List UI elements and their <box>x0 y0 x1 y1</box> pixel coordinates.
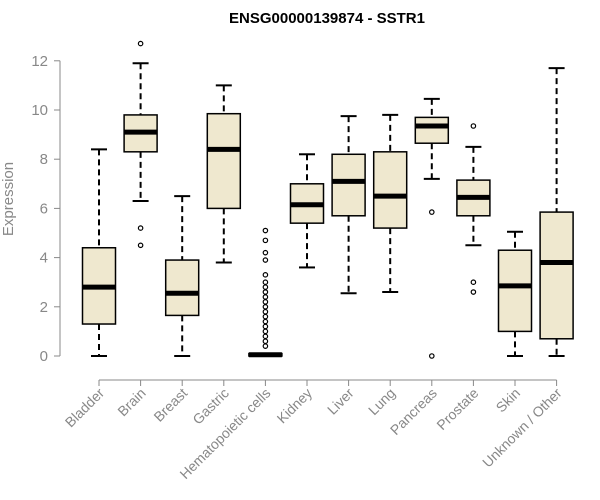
outlier-point <box>262 318 269 325</box>
y-tick-label: 4 <box>40 250 48 267</box>
outlier-point <box>262 338 269 345</box>
y-tick-label: 10 <box>31 102 48 119</box>
x-tick-label: Lung <box>365 385 398 418</box>
box <box>164 259 200 317</box>
box <box>372 151 408 229</box>
outlier-point <box>262 308 269 315</box>
y-tick-label: 8 <box>40 151 48 168</box>
outlier-point <box>137 40 144 47</box>
box <box>331 153 366 217</box>
chart-title: ENSG00000139874 - SSTR1 <box>229 10 425 27</box>
box <box>206 112 242 210</box>
outlier-point <box>262 237 269 244</box>
outlier-point <box>262 328 269 335</box>
outlier-point <box>262 323 269 330</box>
y-tick-label: 6 <box>40 200 48 217</box>
y-tick-label: 12 <box>31 53 48 70</box>
x-tick-label: Unknown / Other <box>479 385 565 471</box>
outlier-point <box>262 257 269 263</box>
outlier-point <box>470 289 477 295</box>
outlier-point <box>428 209 435 215</box>
outlier-point <box>262 303 269 310</box>
outlier-point <box>428 353 435 359</box>
x-tick-label: Skin <box>493 385 524 416</box>
y-tick-label: 0 <box>40 348 48 365</box>
outlier-point <box>470 123 477 129</box>
x-tick-label: Bladder <box>62 385 108 431</box>
outlier-point <box>262 294 269 300</box>
outlier-point <box>262 279 269 286</box>
box <box>414 116 450 144</box>
x-tick-label: Prostate <box>433 385 481 433</box>
box <box>539 211 574 340</box>
x-tick-label: Breast <box>150 385 190 425</box>
y-tick-label: 2 <box>40 299 48 316</box>
outlier-point <box>262 227 269 234</box>
x-tick-label: Liver <box>324 385 357 418</box>
outlier-point <box>137 242 144 249</box>
outlier-point <box>262 313 269 320</box>
x-tick-label: Brain <box>114 385 148 419</box>
y-axis-label: Expression <box>0 162 17 236</box>
box <box>497 249 533 333</box>
x-tick-label: Kidney <box>274 385 316 427</box>
outlier-point <box>262 289 269 295</box>
outlier-point <box>262 343 269 349</box>
outlier-point <box>262 333 269 340</box>
outlier-point <box>470 279 477 286</box>
outlier-point <box>262 249 269 256</box>
outlier-point <box>262 284 269 290</box>
outlier-point <box>137 225 144 231</box>
outlier-point <box>262 272 269 278</box>
outlier-point <box>262 299 269 305</box>
